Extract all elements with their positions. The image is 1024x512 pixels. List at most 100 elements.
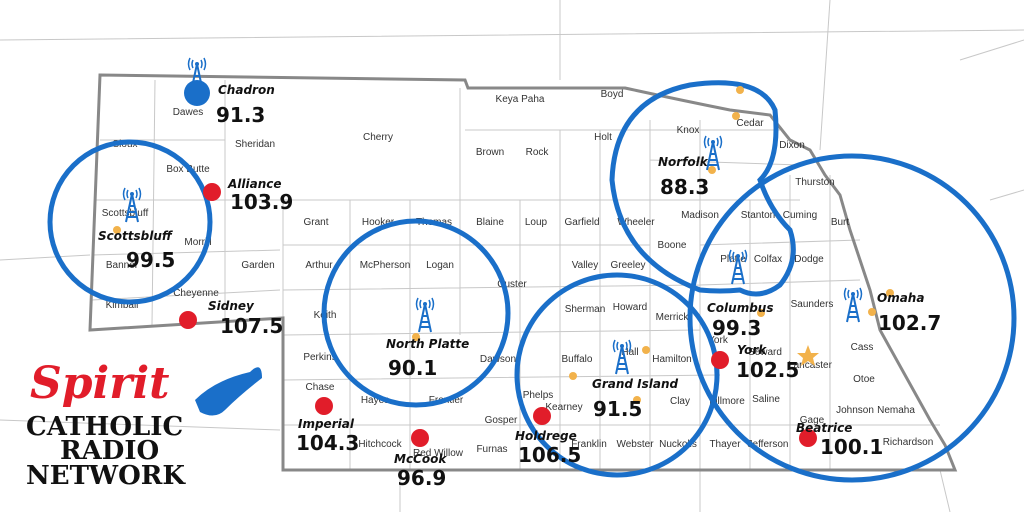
station-frequency: 91.5 (593, 397, 642, 421)
county-label: Cedar (736, 118, 764, 129)
county-label: Richardson (883, 437, 934, 448)
county-label: Garfield (564, 217, 599, 228)
station-frequency: 103.9 (230, 190, 293, 214)
logo: Spirit CATHOLIC RADIO NETWORK (26, 358, 262, 491)
tower-waves (703, 135, 723, 149)
county-label: Morrill (184, 237, 211, 248)
county-label: Scottsbluff (102, 208, 149, 219)
county-label: Hall (621, 347, 638, 358)
county-label: Loup (525, 217, 548, 228)
county-label: Hayes (361, 395, 389, 406)
county-label: Colfax (754, 254, 782, 265)
coverage-ring (514, 272, 720, 478)
county-label: Logan (426, 260, 454, 271)
tower-body (706, 141, 720, 171)
station-dot (315, 397, 333, 415)
station-city: Omaha (877, 291, 924, 305)
county-label: Nemaha (877, 405, 915, 416)
logo-dove (195, 367, 262, 416)
tower-icon (122, 187, 142, 223)
tower-waves (612, 339, 632, 353)
tower-waves (728, 249, 748, 263)
station-dot (799, 429, 817, 447)
orange-markers (113, 86, 894, 404)
county-label: Red Willow (413, 448, 464, 459)
county-label: Sheridan (235, 139, 275, 150)
county-label: Madison (681, 210, 719, 221)
station-city: Chadron (218, 83, 275, 97)
county-label: Dodge (794, 254, 824, 265)
station-dot (711, 351, 729, 369)
station-frequency: 99.3 (712, 316, 761, 340)
county-label: Brown (476, 147, 504, 158)
county-label: Gage (800, 415, 825, 426)
county-label: Banner (106, 260, 139, 271)
county-label: Rock (526, 147, 550, 158)
station-city: McCook (394, 452, 447, 466)
station-dot (203, 183, 221, 201)
station-frequency: 88.3 (660, 175, 709, 199)
station-frequency: 106.5 (518, 443, 581, 467)
station-frequency: 91.3 (216, 103, 265, 127)
station-frequency: 90.1 (388, 356, 437, 380)
station-frequency: 107.5 (220, 314, 283, 338)
county-label: Greeley (610, 260, 645, 271)
county-label: Clay (670, 396, 690, 407)
county-label: Blaine (476, 217, 504, 228)
county-label: Thayer (709, 439, 741, 450)
station-city: Columbus (707, 301, 774, 315)
station-city: Imperial (298, 417, 355, 431)
station-city: Grand Island (592, 377, 679, 391)
tower-waves (187, 57, 207, 71)
county-label: Buffalo (562, 354, 593, 365)
county-label: Gosper (485, 415, 518, 426)
tower-top (130, 192, 134, 196)
station-frequency: 99.5 (126, 248, 175, 272)
station-frequency: 96.9 (397, 466, 446, 490)
county-label: Cuming (783, 210, 817, 221)
tower-top (423, 302, 427, 306)
coverage-rings (47, 80, 1017, 483)
station-frequency: 104.3 (296, 431, 359, 455)
station-frequency: 102.5 (736, 358, 799, 382)
county-label: Valley (572, 260, 599, 271)
county-label: Cheyenne (173, 288, 219, 299)
county-label: Phelps (523, 390, 554, 401)
county-label: Furnas (476, 444, 507, 455)
station-city: York (737, 343, 767, 357)
county-label: Saline (752, 394, 780, 405)
county-label: Seward (748, 347, 782, 358)
station-dot-blue (184, 80, 210, 106)
station-dot (411, 429, 429, 447)
county-label: Dawes (173, 107, 204, 118)
county-label: Thurston (795, 177, 834, 188)
station-city: Norfolk (658, 155, 709, 169)
county-label: Knox (677, 125, 700, 136)
county-label: Boyd (601, 89, 624, 100)
county-label: Kimball (106, 300, 139, 311)
station-dot (533, 407, 551, 425)
county-label: Cass (851, 342, 874, 353)
tower-top (711, 140, 715, 144)
county-label: Boone (658, 240, 687, 251)
station-city: Holdrege (515, 429, 577, 443)
station-city: Scottsbluff (98, 229, 173, 243)
county-label: Lancaster (788, 360, 833, 371)
logo-line: CATHOLIC (26, 412, 183, 442)
county-label: Arthur (305, 260, 333, 271)
county-label: Custer (497, 279, 527, 290)
coverage-ring (47, 139, 213, 305)
logo-brand: Spirit (30, 358, 169, 409)
county-label: Howard (613, 302, 647, 313)
tower-icon (612, 339, 632, 375)
coverage-ring (609, 80, 796, 297)
county-label: Fillmore (709, 396, 745, 407)
county-label: Franklin (571, 439, 607, 450)
county-label: Webster (616, 439, 654, 450)
tower-top (620, 344, 624, 348)
county-label: Hitchcock (358, 439, 402, 450)
station-city: Sidney (208, 299, 255, 313)
tower-body (846, 293, 860, 323)
county-label: Grant (303, 217, 328, 228)
tower-icon (728, 249, 748, 285)
